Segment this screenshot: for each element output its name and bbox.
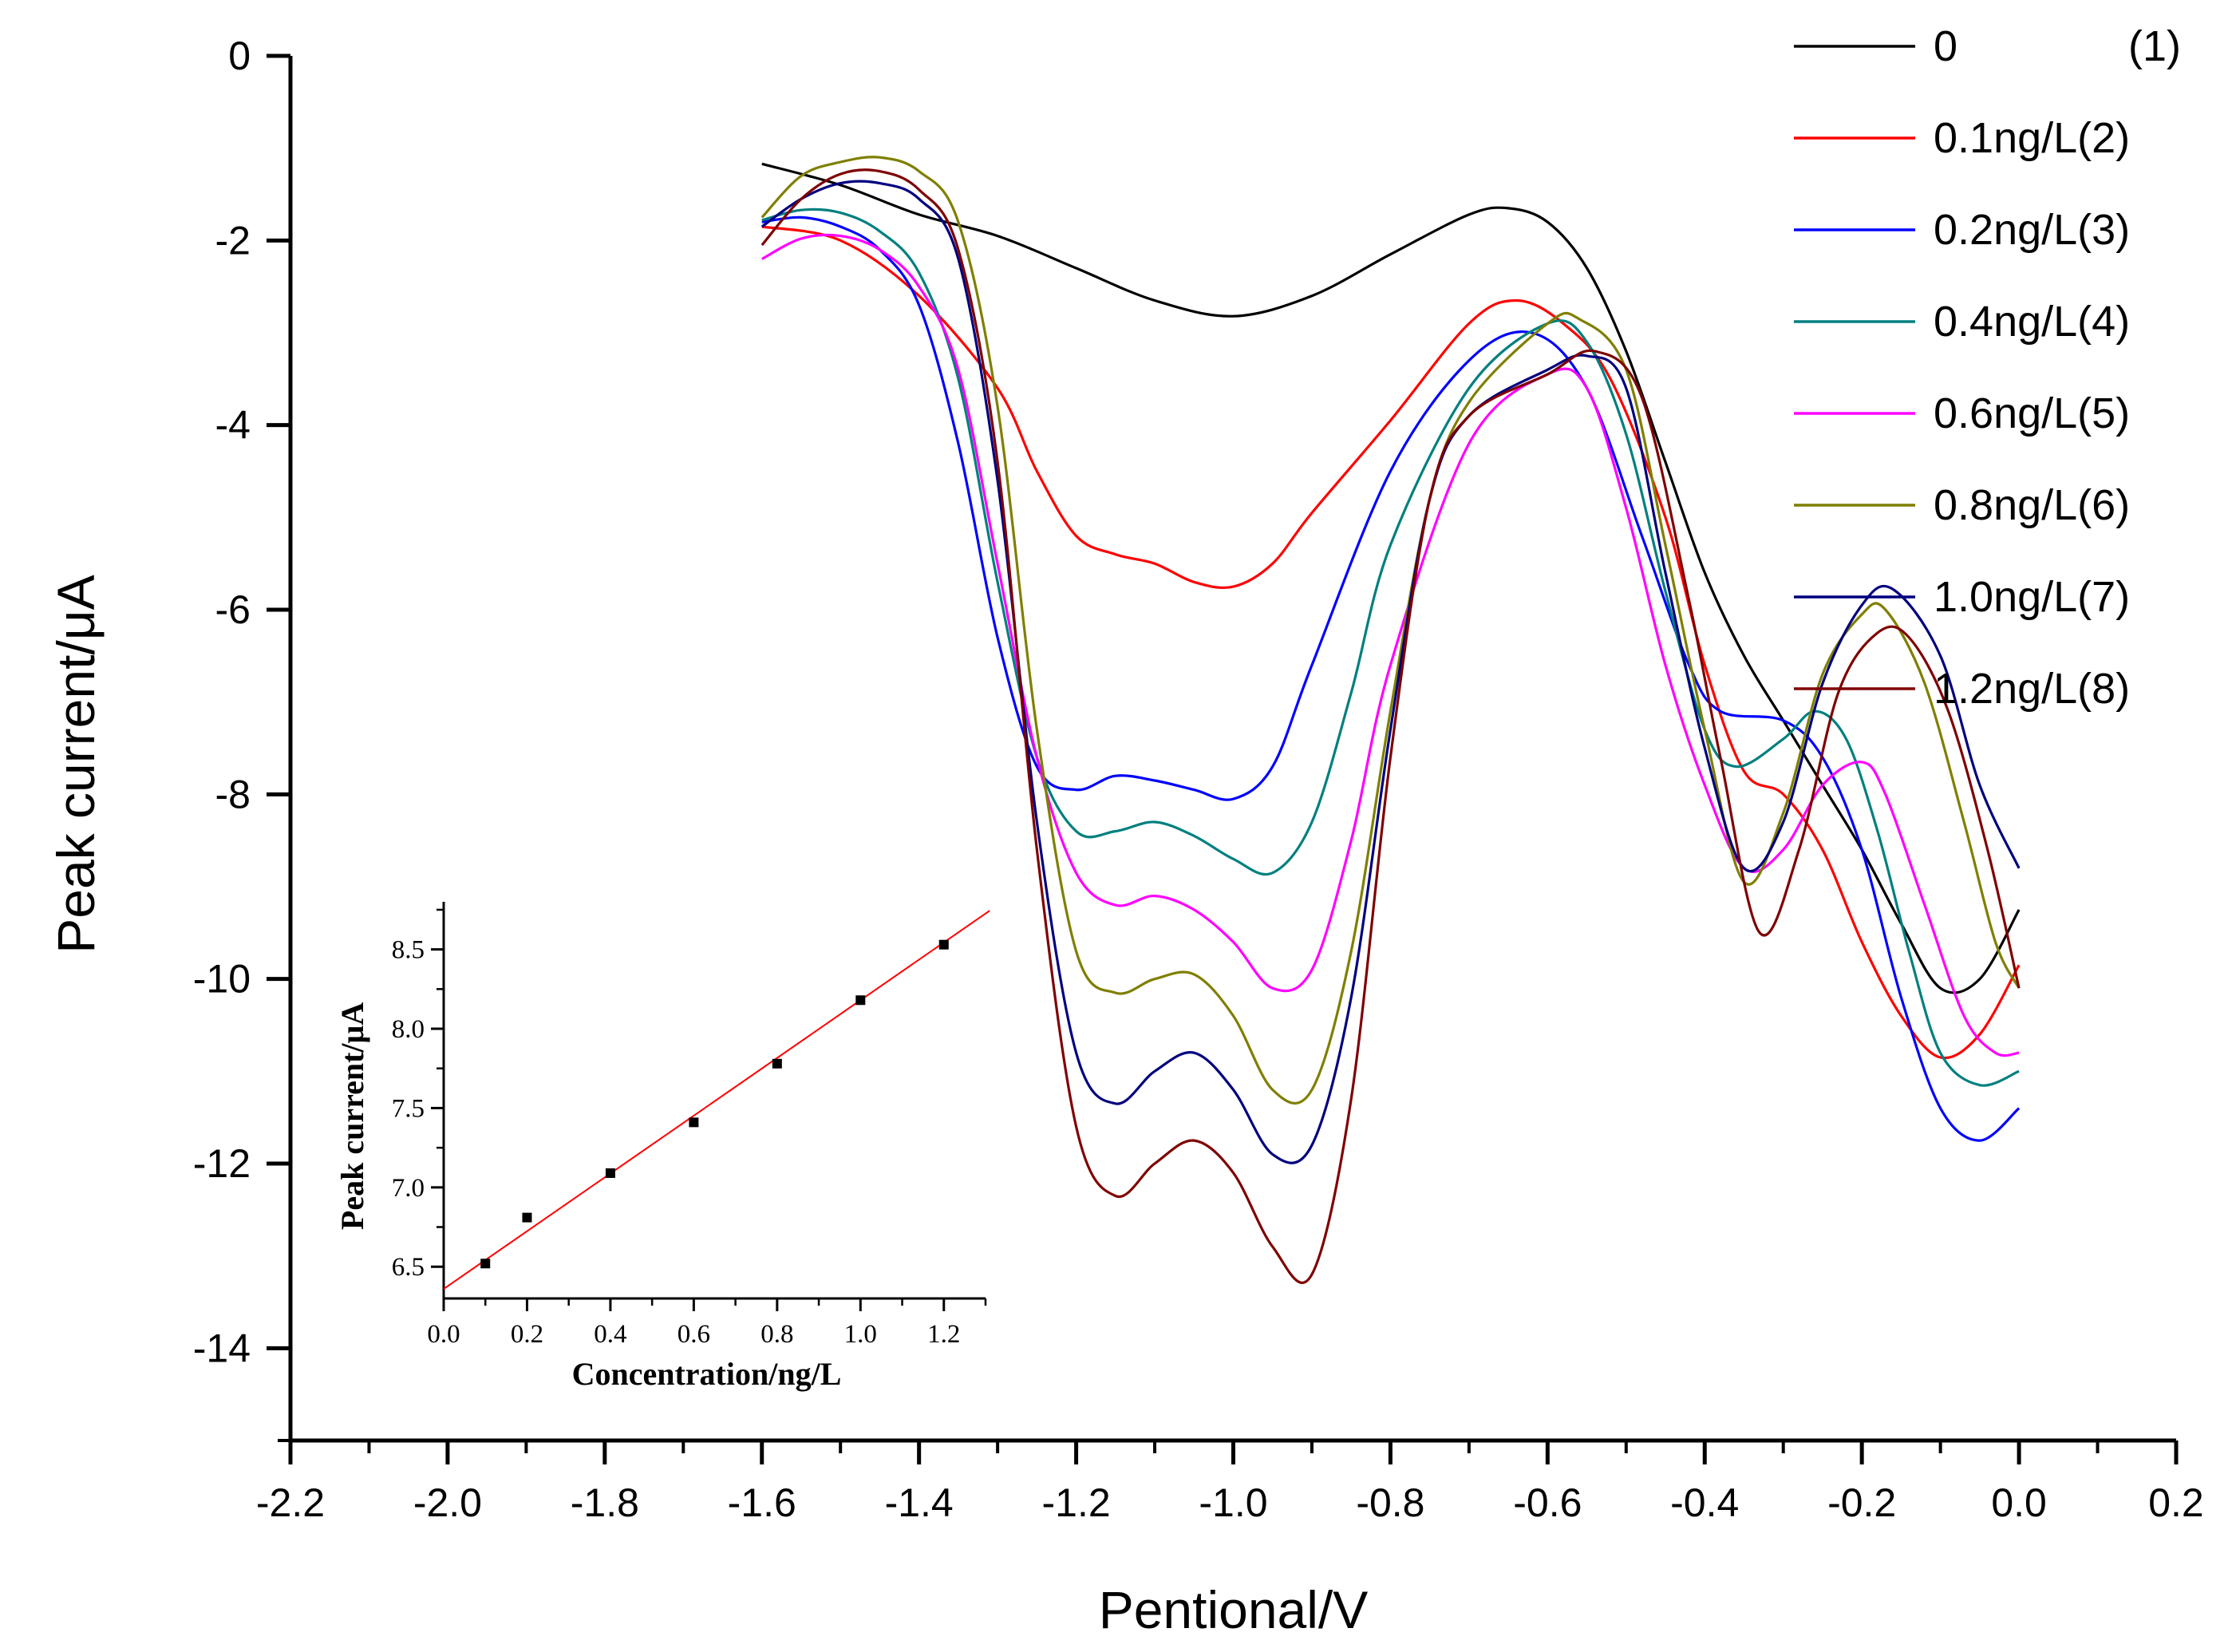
x-tick-label: -2.2 xyxy=(256,1480,325,1525)
inset-x-tick-label: 0.4 xyxy=(594,1320,626,1349)
inset-y-tick-label: 7.0 xyxy=(392,1174,425,1203)
x-tick-label: -0.4 xyxy=(1670,1480,1739,1525)
series-line-3 xyxy=(761,215,2021,1142)
series-line-6 xyxy=(760,156,2021,1105)
legend-label-4: 0.4ng/L(4) xyxy=(1934,298,2130,346)
inset-y-tick-label: 7.5 xyxy=(392,1094,425,1123)
y-axis-title: Peak current/μA xyxy=(46,575,105,954)
legend-label-7: 1.0ng/L(7) xyxy=(1934,573,2130,621)
x-tick-label: -2.0 xyxy=(413,1480,482,1525)
x-tick-label: -1.0 xyxy=(1199,1480,1267,1525)
x-tick-label: -1.8 xyxy=(571,1480,639,1525)
y-tick-label: -2 xyxy=(215,218,251,263)
series-line-2 xyxy=(761,225,2021,1060)
inset-x-tick-label: 1.2 xyxy=(927,1320,960,1349)
y-tick-label: -12 xyxy=(193,1141,251,1186)
inset-data-point xyxy=(772,1058,782,1069)
inset-fit-line xyxy=(443,910,990,1290)
y-tick-label: -8 xyxy=(215,772,251,816)
y-tick-label: -4 xyxy=(215,403,251,448)
legend: 0 (1) 0.1ng/L(2) 0.2ng/L(3) 0.4ng/L(4) 0.6ng/… xyxy=(1794,22,2181,713)
y-tick-label: -6 xyxy=(215,587,251,632)
legend-label-3: 0.2ng/L(3) xyxy=(1934,206,2130,254)
series-line-8 xyxy=(760,168,2021,1284)
inset-data-point xyxy=(689,1117,699,1128)
inset-y-tick-label: 8.5 xyxy=(392,936,425,965)
inset-y-tick-label: 6.5 xyxy=(392,1253,425,1282)
legend-label-2: 0.1ng/L(2) xyxy=(1934,114,2130,162)
main-plot: -2.2 -2.0 -1.8 -1.6 -1.4 -1.2 -1.0 -0.8 -0.6 -0.4… xyxy=(46,34,2204,1639)
inset-data-point xyxy=(605,1168,615,1178)
inset-data-point xyxy=(522,1212,532,1223)
inset-x-tick-label: 0.2 xyxy=(511,1320,543,1349)
x-tick-label: -0.2 xyxy=(1827,1480,1896,1525)
inset-data-point xyxy=(855,995,866,1006)
legend-label-8: 1.2ng/L(8) xyxy=(1934,665,2130,713)
x-tick-label: -1.2 xyxy=(1041,1480,1110,1525)
x-tick-label: -0.6 xyxy=(1513,1480,1582,1525)
legend-label-1: 0 xyxy=(1934,22,1957,70)
x-tick-label: -1.4 xyxy=(885,1480,954,1525)
y-tick-label: -14 xyxy=(193,1326,251,1370)
inset-y-axis-title: Peak current/μA xyxy=(334,1002,370,1230)
inset-x-tick-label: 0.0 xyxy=(427,1320,460,1349)
x-tick-label: 0.2 xyxy=(2148,1480,2204,1525)
inset-x-tick-label: 1.0 xyxy=(844,1320,877,1349)
inset-x-tick-label: 0.8 xyxy=(760,1320,793,1349)
inset-x-tick-label: 0.6 xyxy=(678,1320,710,1349)
legend-label-6: 0.8ng/L(6) xyxy=(1934,481,2130,529)
x-tick-label: 0.0 xyxy=(1991,1480,2047,1525)
inset-y-tick-label: 8.0 xyxy=(392,1015,425,1044)
series-line-5 xyxy=(761,233,2020,1057)
legend-label-5: 0.6ng/L(5) xyxy=(1934,389,2130,437)
inset-data-point xyxy=(938,939,949,950)
y-tick-label: 0 xyxy=(228,34,251,78)
x-tick-label: -0.8 xyxy=(1356,1480,1424,1525)
y-tick-label: -10 xyxy=(193,957,251,1002)
inset-x-axis-title: Concentration/ng/L xyxy=(572,1356,842,1392)
inset-data-point xyxy=(480,1259,491,1269)
legend-label-suffix-1: (1) xyxy=(2128,22,2181,70)
series-line-4 xyxy=(761,207,2020,1087)
x-axis-title: Pentional/V xyxy=(1099,1580,1369,1639)
x-tick-label: -1.6 xyxy=(728,1480,796,1525)
series-line-7 xyxy=(760,180,2021,1164)
inset-calibration-plot: 0.0 0.2 0.4 0.6 0.8 1.0 1.2 6.5 7.0 7.5 8.0 8.5 Conc… xyxy=(334,902,990,1392)
